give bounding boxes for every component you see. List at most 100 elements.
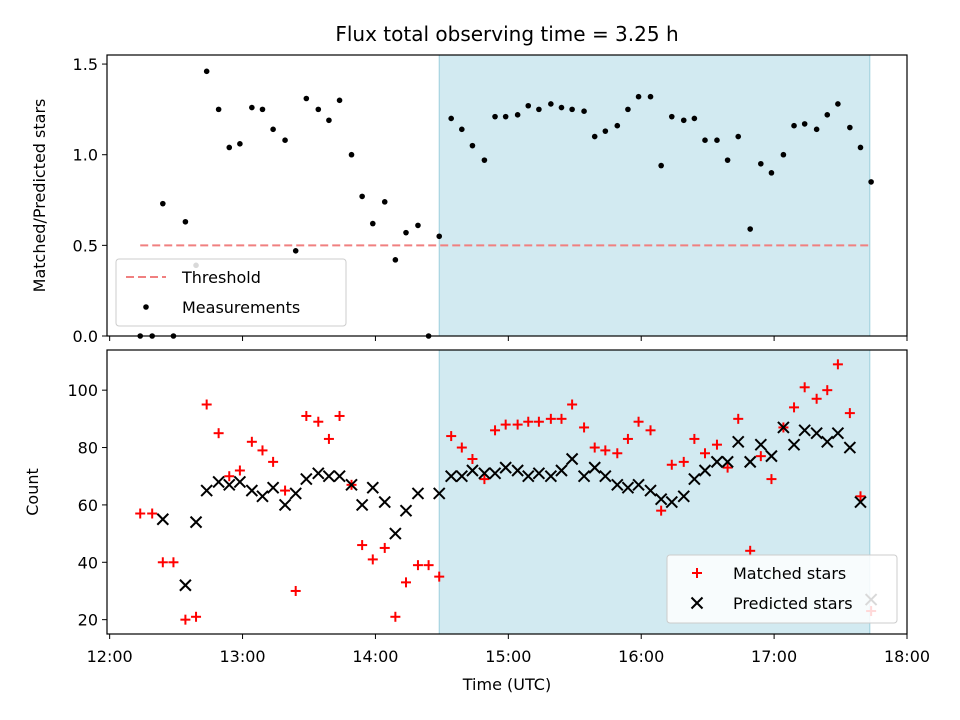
measurement-point bbox=[647, 93, 654, 100]
matched-point bbox=[423, 560, 434, 571]
predicted-point bbox=[399, 504, 413, 517]
matched-point bbox=[357, 540, 368, 551]
predicted-point bbox=[366, 481, 379, 494]
matched-point bbox=[246, 436, 257, 447]
measurement-point bbox=[791, 122, 797, 129]
predicted-point bbox=[488, 467, 502, 480]
x-tick-label: 18:00 bbox=[884, 647, 930, 666]
matched-point bbox=[579, 422, 590, 433]
measurement-point bbox=[259, 106, 266, 113]
predicted-point bbox=[245, 484, 259, 497]
predicted-point bbox=[200, 484, 213, 497]
measurement-point bbox=[292, 247, 299, 254]
measurement-point bbox=[182, 218, 189, 225]
predicted-point bbox=[565, 452, 579, 466]
measurement-point bbox=[768, 170, 775, 176]
matched-point bbox=[224, 471, 235, 482]
matched-point bbox=[323, 433, 334, 444]
predicted-point bbox=[555, 464, 568, 477]
x-tick-label: 17:00 bbox=[751, 647, 797, 666]
matched-point bbox=[201, 399, 212, 410]
top-y-tick-label: 0.5 bbox=[73, 236, 98, 255]
measurement-point bbox=[680, 117, 687, 124]
measurement-point bbox=[691, 115, 698, 122]
matched-point bbox=[268, 456, 279, 467]
predicted-point bbox=[522, 470, 535, 483]
predicted-point bbox=[389, 527, 402, 540]
matched-point bbox=[766, 474, 777, 485]
predicted-point bbox=[588, 461, 601, 474]
matched-point bbox=[567, 399, 578, 410]
measurement-point bbox=[714, 137, 720, 144]
predicted-point bbox=[644, 484, 657, 497]
legend-measurements-label: Measurements bbox=[182, 298, 300, 317]
measurement-point bbox=[448, 115, 454, 122]
top-legend: Threshold Measurements bbox=[115, 258, 347, 327]
measurement-point bbox=[415, 222, 421, 229]
predicted-point bbox=[777, 421, 790, 434]
matched-point bbox=[700, 448, 711, 459]
matched-point bbox=[844, 408, 855, 419]
predicted-point bbox=[322, 470, 336, 483]
measurement-point bbox=[857, 144, 864, 151]
measurement-points bbox=[137, 68, 874, 339]
predicted-point bbox=[266, 481, 280, 494]
matched-point bbox=[135, 508, 146, 519]
predicted-point bbox=[345, 478, 358, 492]
measurement-point bbox=[326, 117, 332, 124]
bottom-y-tick-label: 20 bbox=[78, 611, 98, 630]
matched-point bbox=[711, 439, 722, 450]
predicted-point bbox=[599, 470, 612, 483]
predicted-point bbox=[821, 435, 834, 449]
predicted-point bbox=[355, 498, 369, 512]
predicted-point bbox=[223, 478, 236, 492]
predicted-point bbox=[378, 495, 391, 509]
matched-point bbox=[367, 554, 378, 565]
predicted-point bbox=[732, 435, 745, 449]
measurement-point bbox=[481, 157, 488, 163]
predicted-point bbox=[654, 492, 668, 506]
predicted-point bbox=[478, 467, 491, 480]
predicted-point bbox=[721, 455, 734, 469]
matched-point bbox=[745, 545, 756, 556]
bottom-panel: 20 40 60 80 100 12:00 13:00 14:00 15:00 16:00 17:… bbox=[23, 349, 930, 666]
matched-point bbox=[434, 571, 445, 582]
predicted-point bbox=[278, 498, 292, 512]
predicted-point bbox=[156, 513, 170, 526]
matched-point bbox=[180, 614, 191, 625]
measurement-point bbox=[735, 133, 742, 140]
legend-predicted-swatch bbox=[690, 596, 704, 610]
top-y-tick-label: 1.5 bbox=[73, 55, 98, 74]
top-y-tick-label: 1.0 bbox=[73, 146, 98, 165]
count-points bbox=[135, 359, 878, 625]
matched-point bbox=[811, 393, 822, 404]
matched-point bbox=[622, 433, 633, 444]
predicted-point bbox=[688, 472, 701, 486]
predicted-point bbox=[189, 515, 203, 529]
predicted-point bbox=[854, 495, 867, 509]
predicted-point bbox=[632, 478, 645, 492]
predicted-point bbox=[289, 487, 302, 500]
measurement-point bbox=[502, 113, 509, 120]
measurement-point bbox=[847, 124, 853, 131]
matched-point bbox=[789, 402, 800, 413]
bottom-y-tick-label: 60 bbox=[78, 496, 98, 515]
predicted-point bbox=[499, 461, 512, 474]
measurement-point bbox=[668, 113, 675, 120]
measurement-point bbox=[758, 160, 764, 167]
matched-point bbox=[822, 385, 833, 396]
matched-point bbox=[191, 611, 202, 622]
predicted-point bbox=[665, 495, 678, 509]
matched-point bbox=[157, 557, 168, 568]
predicted-point bbox=[466, 464, 479, 477]
bottom-legend: Matched stars Predicted stars bbox=[666, 554, 898, 624]
matched-point bbox=[301, 410, 312, 421]
legend-matched-swatch bbox=[692, 568, 702, 578]
top-observing-window-shade bbox=[438, 54, 871, 337]
matched-point bbox=[456, 442, 467, 453]
matched-point bbox=[467, 454, 478, 465]
matched-point bbox=[589, 442, 600, 453]
predicted-point bbox=[511, 464, 524, 477]
measurement-point bbox=[702, 137, 708, 144]
bottom-y-ticks: 20 40 60 80 100 bbox=[67, 381, 107, 630]
